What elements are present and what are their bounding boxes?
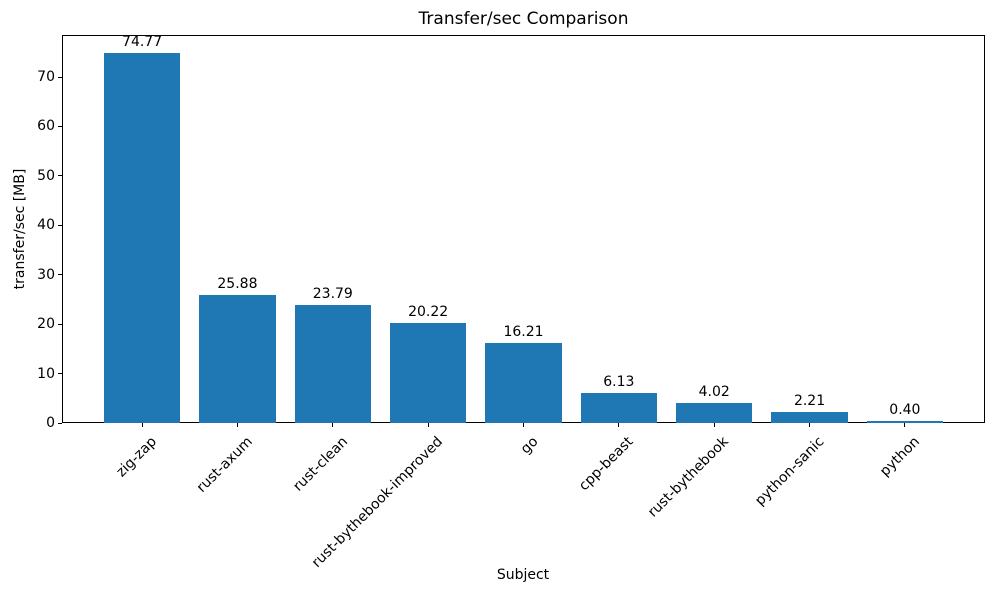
y-tick xyxy=(58,422,62,424)
bar-python xyxy=(866,421,944,423)
bar-value-label: 6.13 xyxy=(603,373,635,390)
x-tick xyxy=(809,423,811,427)
bar-rust-bythebook xyxy=(676,403,753,423)
bar-value-label: 2.21 xyxy=(793,393,826,410)
y-tick xyxy=(58,373,62,375)
x-tick xyxy=(713,423,715,427)
bar-rust-clean xyxy=(294,305,371,423)
y-tick-label: 10 xyxy=(37,365,55,382)
y-tick xyxy=(58,125,62,127)
x-tick xyxy=(618,423,620,427)
y-tick xyxy=(58,175,62,177)
bar-go xyxy=(485,342,562,423)
x-tick xyxy=(141,423,143,427)
x-tick-label-python-sanic: python-sanic xyxy=(752,433,828,509)
bar-value-label: 25.88 xyxy=(217,276,258,293)
x-axis-label: Subject xyxy=(496,567,550,583)
x-tick-label-rust-bythebook: rust-bythebook xyxy=(645,433,733,521)
bar-value-label: 0.40 xyxy=(889,402,921,419)
bar-value-label: 16.21 xyxy=(503,323,544,340)
bar-value-label: 4.02 xyxy=(698,384,730,401)
y-tick xyxy=(58,76,62,78)
chart-title: Transfer/sec Comparison xyxy=(418,9,629,29)
y-tick-label: 30 xyxy=(37,266,55,283)
x-tick-label-go: go xyxy=(517,433,542,458)
bar-python-sanic xyxy=(771,412,848,423)
bar-zig-zap xyxy=(103,53,181,423)
bar-value-label: 74.77 xyxy=(122,34,163,51)
bar-cpp-beast xyxy=(580,392,657,423)
x-tick-label-cpp-beast: cpp-beast xyxy=(576,433,637,495)
bar-rust-axum xyxy=(199,295,276,423)
x-tick-label-rust-axum: rust-axum xyxy=(193,433,256,496)
y-tick xyxy=(58,274,62,276)
bar-value-label: 23.79 xyxy=(312,286,353,303)
x-tick xyxy=(332,423,334,427)
y-tick-label: 60 xyxy=(37,118,55,135)
x-tick-label-rust-clean: rust-clean xyxy=(289,433,351,495)
x-tick xyxy=(427,423,429,427)
y-tick-label: 40 xyxy=(37,217,55,234)
y-tick xyxy=(58,323,62,325)
bar-value-label: 20.22 xyxy=(408,304,449,321)
y-tick-label: 50 xyxy=(37,167,55,184)
y-tick xyxy=(58,224,62,226)
x-tick-label-zig-zap: zig-zap xyxy=(113,433,161,481)
y-tick-label: 20 xyxy=(37,316,55,333)
x-tick xyxy=(904,423,906,427)
y-tick-label: 70 xyxy=(37,69,55,85)
bar-rust-bythebook-improved xyxy=(390,323,467,423)
x-tick xyxy=(236,423,238,427)
x-tick xyxy=(523,423,524,427)
x-tick-label-python: python xyxy=(876,433,923,480)
y-tick-label: 0 xyxy=(46,415,55,431)
